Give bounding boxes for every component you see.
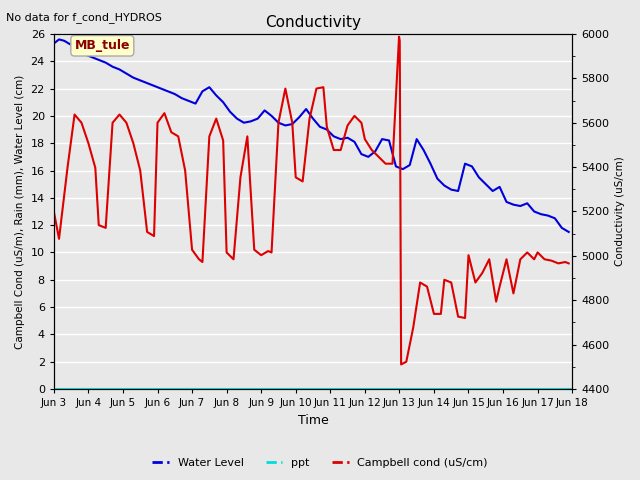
- Y-axis label: Conductivity (uS/cm): Conductivity (uS/cm): [615, 156, 625, 266]
- Text: No data for f_cond_HYDROS: No data for f_cond_HYDROS: [6, 12, 163, 23]
- X-axis label: Time: Time: [298, 414, 328, 427]
- Y-axis label: Campbell Cond (uS/m), Rain (mm), Water Level (cm): Campbell Cond (uS/m), Rain (mm), Water L…: [15, 74, 25, 348]
- Legend: Water Level, ppt, Campbell cond (uS/cm): Water Level, ppt, Campbell cond (uS/cm): [148, 453, 492, 472]
- Text: MB_tule: MB_tule: [75, 39, 130, 52]
- Title: Conductivity: Conductivity: [265, 15, 361, 30]
